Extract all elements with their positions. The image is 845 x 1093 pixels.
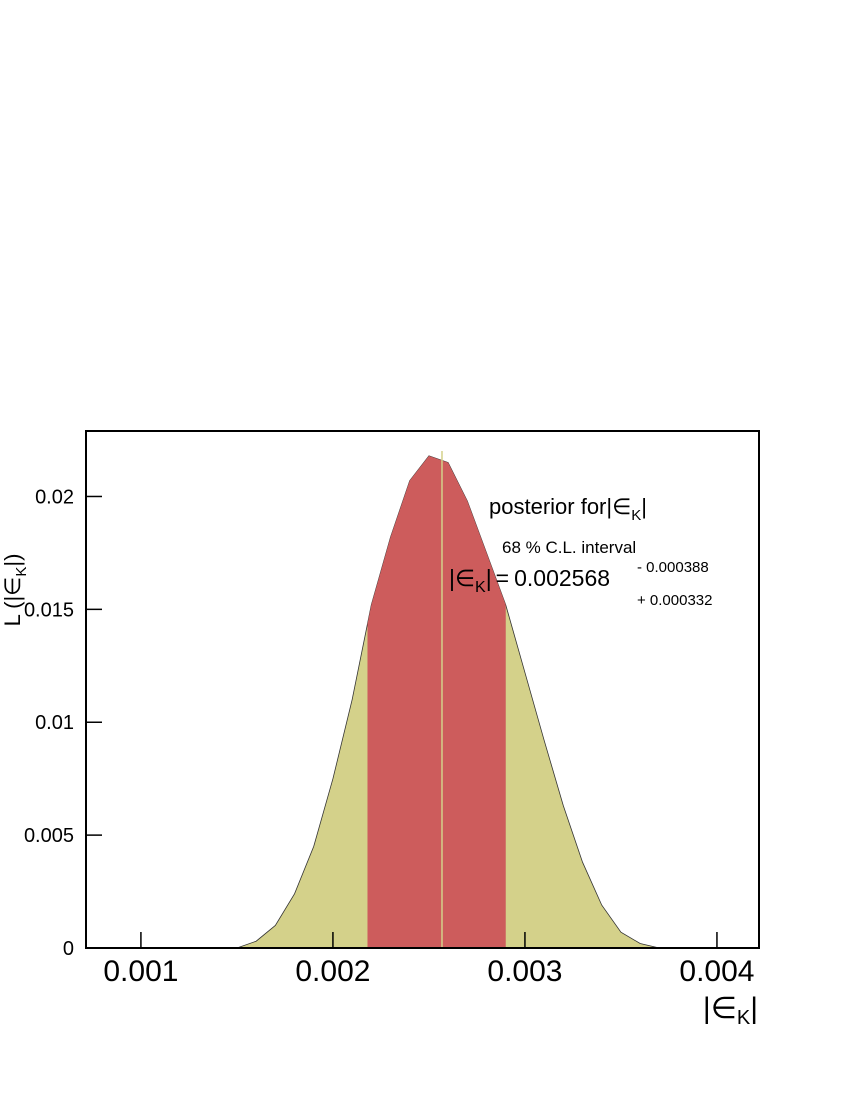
y-tick-label: 0.01 (35, 712, 74, 734)
y-tick-label: 0.005 (24, 825, 74, 847)
interval-text: 68 % C.L. interval (502, 538, 636, 557)
symbol: |∈ (703, 992, 737, 1025)
y-axis-label: L (|∈K|) (0, 554, 30, 627)
symbol: |∈ (449, 565, 475, 591)
symbol-close: | (486, 565, 492, 591)
x-tick-label: 0.003 (487, 955, 562, 988)
x-tick-label: 0.001 (103, 955, 178, 988)
subscript: K (737, 1007, 751, 1029)
interval-area (367, 455, 506, 948)
symbol: |∈ (606, 494, 631, 519)
x-axis-label: |∈K| (703, 992, 758, 1029)
y-tick-label: 0 (63, 938, 74, 960)
x-tick-label: 0.004 (679, 955, 754, 988)
plot-frame (85, 430, 760, 949)
legend-text: posterior for|∈K| (489, 494, 647, 524)
subscript: K (631, 507, 641, 524)
subscript: K (475, 579, 486, 596)
equals: = (496, 565, 509, 591)
symbol-close: | (641, 494, 647, 519)
plus-label: + 0.000332 (637, 592, 713, 609)
subscript: K (13, 567, 30, 577)
legend-label: posterior for (489, 494, 606, 519)
y-tick-label: 0.02 (35, 486, 74, 508)
estimate-text: |∈K| = 0.002568 (449, 565, 610, 596)
y-label-prefix: L ( (0, 601, 25, 627)
minus-label: - 0.000388 (637, 559, 709, 576)
y-tick-label: 0.015 (24, 599, 74, 621)
symbol-close: | (0, 561, 25, 567)
x-tick-label: 0.002 (295, 955, 370, 988)
symbol-close: | (750, 992, 758, 1025)
estimate-value: 0.002568 (514, 565, 610, 591)
symbol: |∈ (0, 577, 25, 602)
y-label-suffix: ) (0, 554, 25, 561)
